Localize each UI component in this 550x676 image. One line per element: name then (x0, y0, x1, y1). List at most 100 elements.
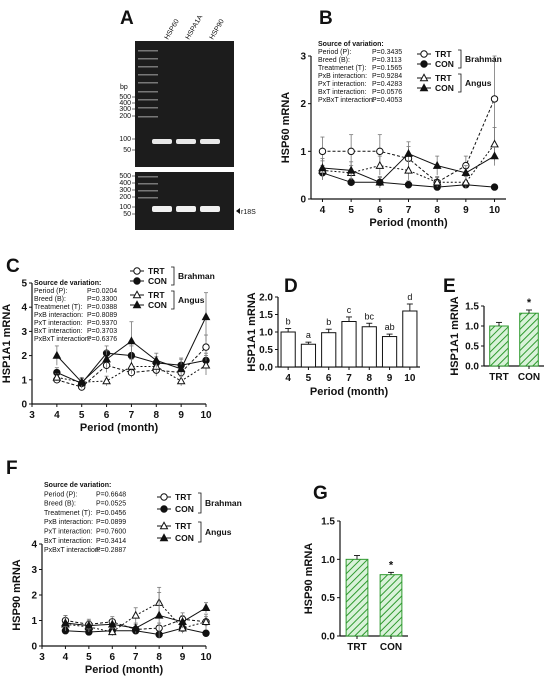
source-row-label: BxT interaction: (34, 328, 83, 335)
x-tick-label: 8 (156, 652, 162, 663)
gel-rrna-band (152, 206, 172, 212)
y-tick-label: 3 (21, 327, 27, 338)
x-tick-label: 7 (346, 373, 352, 384)
x-tick-label: 9 (463, 205, 469, 216)
gel-lane-label-hsp60: HSP60 (164, 18, 181, 41)
data-point (61, 618, 70, 627)
x-tick-label: 8 (434, 205, 440, 216)
y-tick-label: 0.0 (259, 363, 273, 374)
data-point (404, 165, 413, 174)
x-tick-label: 6 (110, 652, 116, 663)
bar (280, 331, 296, 368)
data-point (420, 50, 428, 58)
gel-panel: HSP60 HSPA1A HSP90 bp 50040030020010050 … (119, 14, 256, 230)
x-tick-label: 6 (104, 410, 110, 421)
y-tick-label: 1.5 (259, 310, 273, 321)
panel-label-g: G (313, 483, 328, 504)
gel-product-band (200, 139, 220, 144)
y-tick-label: 2 (300, 99, 306, 110)
data-point (133, 267, 141, 275)
bar (345, 558, 369, 637)
data-point (420, 60, 428, 68)
gel-ladder-band (138, 197, 158, 199)
y-tick-label: 0.5 (465, 342, 479, 353)
panel-label-e: E (443, 276, 456, 297)
legend-label: CON (148, 276, 167, 286)
significance-label: * (527, 297, 532, 309)
data-point (159, 533, 169, 542)
gel-ladder-label: 100 (119, 136, 131, 143)
y-tick-label: 2 (31, 591, 37, 602)
source-row-value: P=0.3300 (87, 296, 117, 303)
y-tick-label: 1 (300, 147, 306, 158)
gel-ladder-band (138, 66, 158, 68)
y-axis-label: HSP1A1 mRNA (1, 304, 13, 384)
data-point (490, 95, 499, 103)
significance-label: d (407, 292, 412, 302)
x-tick-label: 6 (326, 373, 332, 384)
panel-f-chart: 0 1 2 3 4 3 4 5 6 7 8 9 10 Period (month) HSP90 mRNA So… (11, 482, 242, 676)
x-tick-label: 5 (306, 373, 312, 384)
x-tick-label: 4 (285, 373, 291, 384)
data-point (52, 350, 62, 359)
x-tick-label: 10 (489, 205, 501, 216)
gel-bottom-image (135, 172, 234, 230)
source-row-label: Treatmenet (T): (44, 510, 92, 517)
gel-ladder-label: 50 (123, 211, 131, 218)
significance-label: c (347, 305, 352, 315)
y-axis-label: HSP1A1 mRNA (449, 296, 461, 376)
source-row-label: BxT interaction: (44, 538, 93, 545)
y-tick-label: 2.0 (259, 293, 273, 304)
source-row-label: PxBxT interaction: (34, 336, 91, 343)
source-row-label: PxBxT interaction: (44, 547, 101, 554)
data-point (375, 160, 385, 169)
data-point (52, 372, 62, 381)
significance-label: b (286, 317, 291, 327)
source-row-value: P=0.0899 (96, 519, 126, 526)
data-point (347, 178, 355, 187)
y-axis-label: HSP90 mRNA (303, 543, 315, 615)
data-point (490, 139, 499, 148)
gel-lane-label-hsp90: HSP90 (209, 18, 226, 41)
source-row-label: Breed (B): (34, 296, 66, 303)
data-point (201, 312, 211, 321)
source-title: Source de variation: (44, 482, 111, 489)
data-point (132, 290, 142, 299)
data-point (202, 629, 210, 637)
bar (381, 336, 398, 368)
source-row-label: PxBxT interaction: (318, 97, 375, 104)
x-tick-label: 6 (377, 205, 383, 216)
source-row-value: P=0.9370 (87, 320, 117, 327)
legend-label: TRT (435, 73, 452, 83)
data-point (490, 151, 499, 160)
x-tick-label: 5 (86, 652, 92, 663)
source-row-label: PxB interaction: (34, 312, 83, 319)
data-point (318, 163, 327, 172)
data-point (102, 354, 111, 363)
source-row-label: PxB interaction: (318, 73, 367, 80)
source-row-value: P=0.6648 (96, 491, 126, 498)
data-point (107, 627, 117, 636)
y-tick-label: 0 (21, 400, 27, 411)
data-point (160, 493, 168, 501)
data-point (404, 148, 413, 157)
source-row-value: P=0.6376 (87, 336, 117, 343)
y-axis-label: HSP60 mRNA (280, 92, 292, 164)
data-point (133, 277, 141, 285)
x-tick-label: 9 (178, 410, 184, 421)
source-row-value: P=0.7600 (96, 529, 126, 536)
legend-label: CON (435, 59, 454, 69)
x-axis-label: Period (month) (310, 386, 389, 398)
data-point (202, 343, 210, 351)
data-point (201, 617, 211, 625)
panel-g-chart: 0.0 0.5 1.0 1.5 TRT CON * HSP90 mRNA (303, 517, 408, 653)
source-row-label: BxT interaction: (318, 89, 367, 96)
gel-ladder-label: 400 (119, 180, 131, 187)
gel-product-band (176, 139, 196, 144)
bar (489, 325, 509, 367)
gel-rrna-band (176, 206, 196, 212)
y-tick-label: 1.0 (321, 555, 335, 566)
source-row-value: P=0.9284 (372, 73, 402, 80)
x-tick-label: 5 (79, 410, 85, 421)
bar (379, 574, 403, 637)
